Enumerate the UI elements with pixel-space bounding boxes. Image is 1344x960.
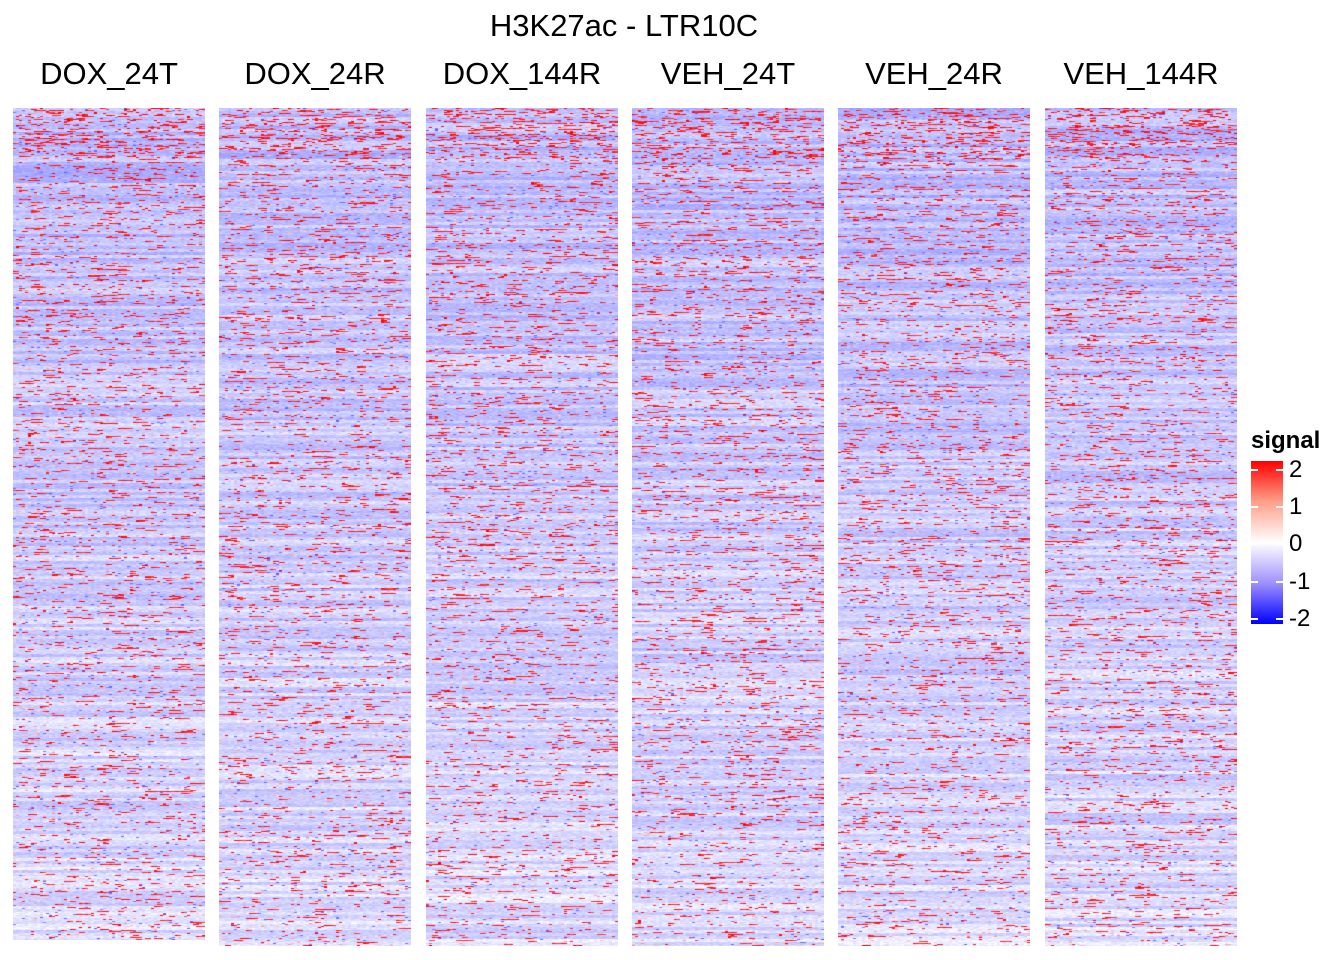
panel-label-dox-24r: DOX_24R	[244, 56, 386, 91]
panel-label-veh-144r: VEH_144R	[1063, 56, 1219, 91]
heatmap-panel-dox-144r	[426, 108, 618, 946]
heatmap-panel-veh-144r	[1045, 108, 1237, 946]
heatmap-panel-veh-24r	[838, 108, 1030, 946]
panel-label-veh-24t: VEH_24T	[660, 56, 796, 91]
heatmap-panel-veh-24t	[632, 108, 824, 946]
panel-label-veh-24r: VEH_24R	[865, 56, 1003, 91]
heatmap-panel-dox-24t	[13, 108, 205, 940]
legend-title: signal	[1251, 427, 1321, 454]
heatmap-panel-dox-24r	[219, 108, 411, 946]
legend-tick-label: 0	[1289, 530, 1303, 557]
legend-colorbar	[1251, 461, 1283, 624]
chart-title: H3K27ac - LTR10C	[489, 8, 759, 43]
legend-tick-label: -1	[1289, 568, 1311, 595]
panel-label-dox-144r: DOX_144R	[442, 56, 602, 91]
panel-label-dox-24t: DOX_24T	[40, 56, 178, 91]
legend-tick-label: 1	[1289, 493, 1303, 520]
legend-tick-label: -2	[1289, 605, 1311, 632]
legend-tick-label: 2	[1289, 456, 1303, 483]
